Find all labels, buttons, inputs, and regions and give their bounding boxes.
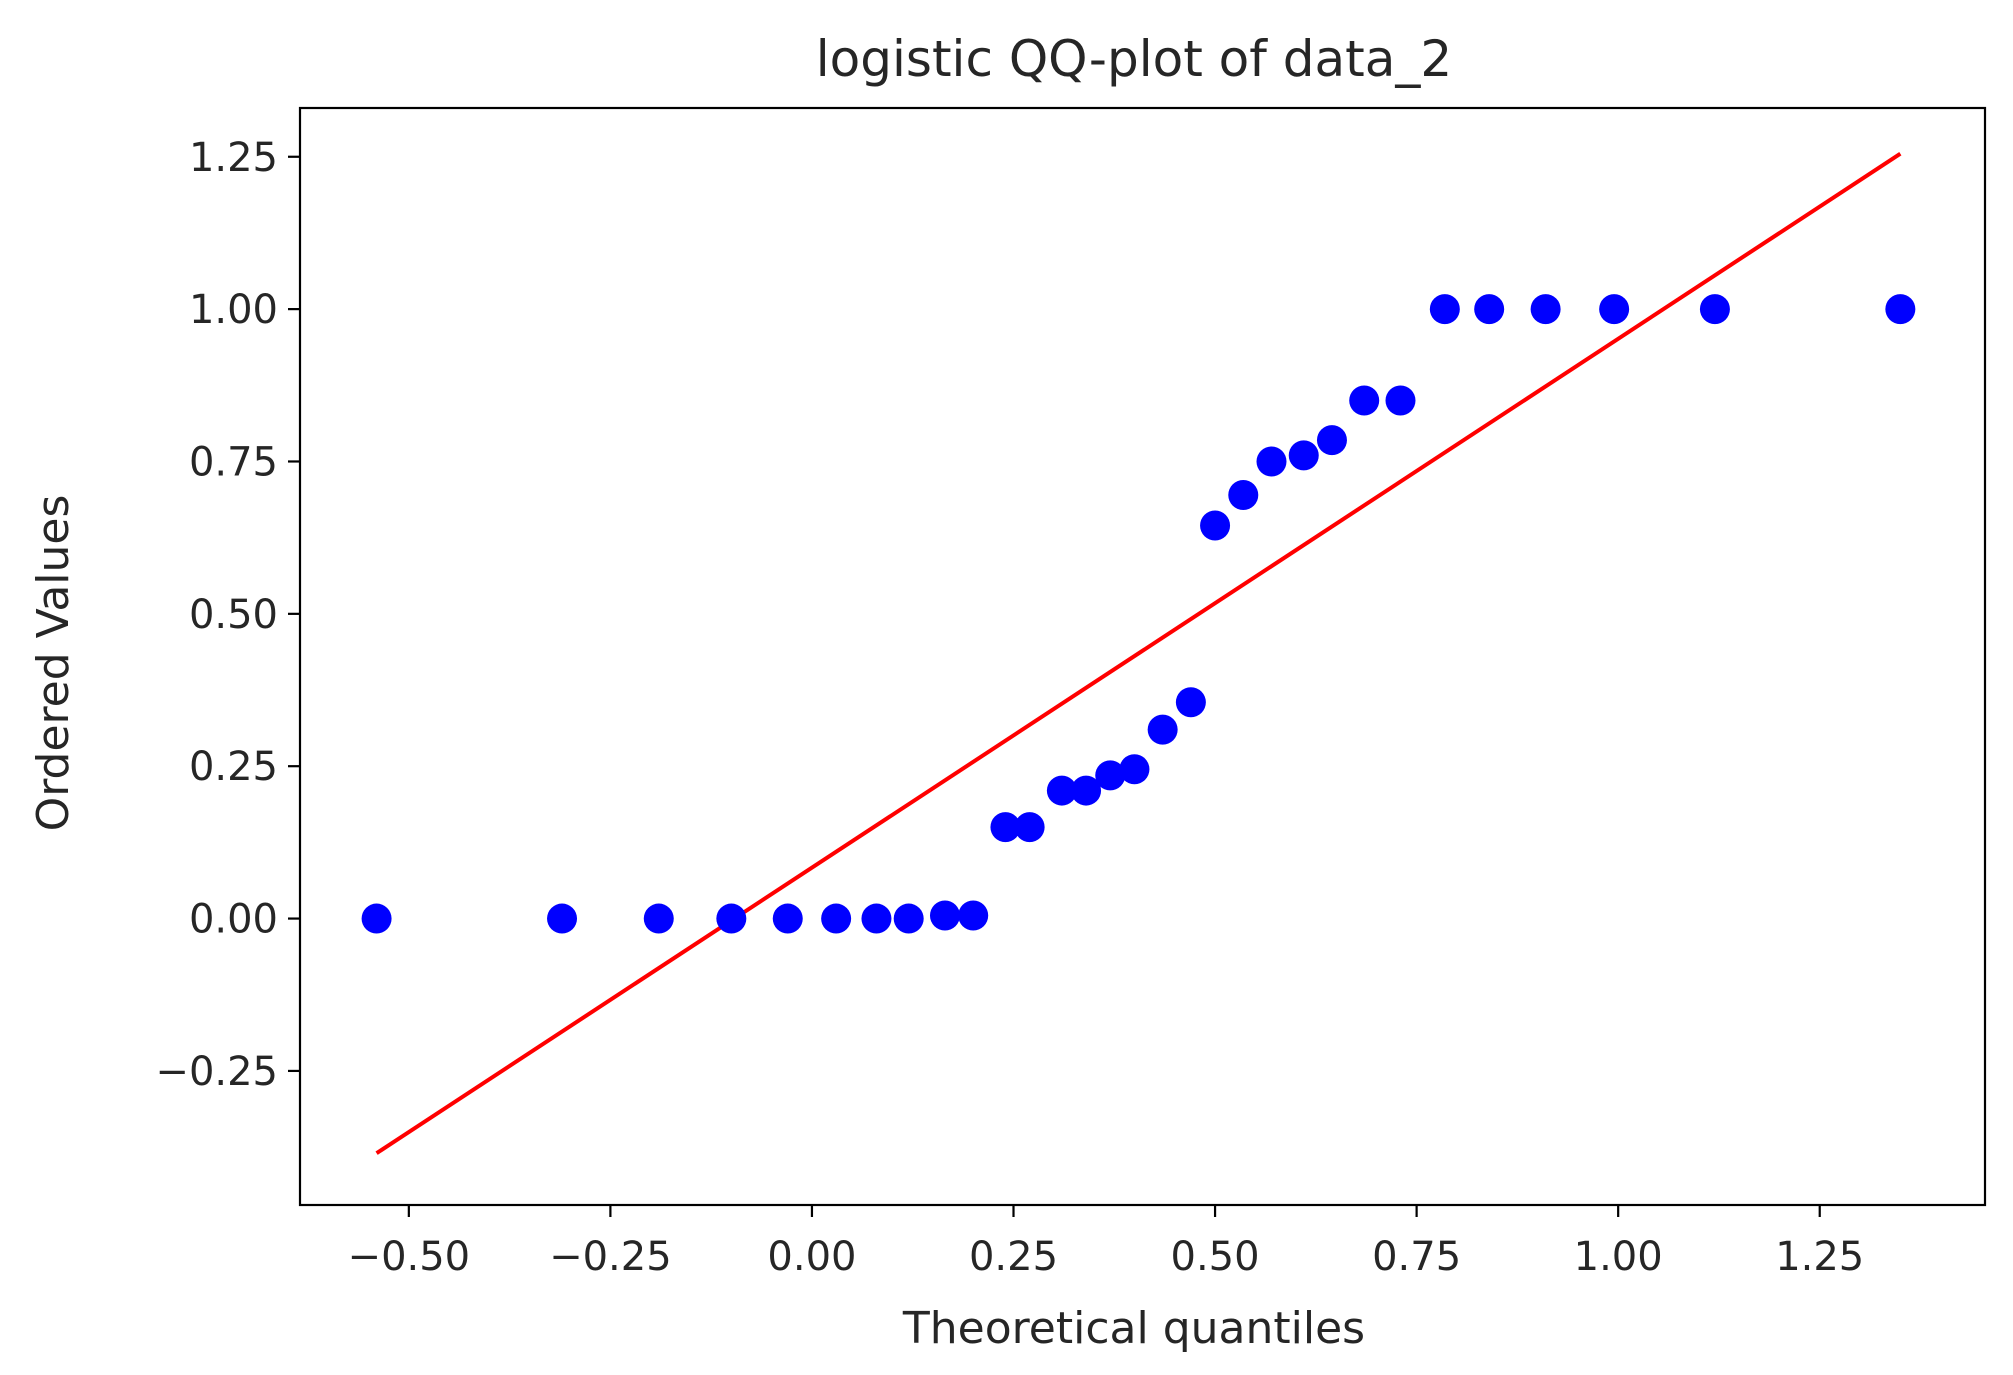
data-point — [1175, 687, 1206, 718]
y-tick-label: 0.75 — [189, 439, 278, 485]
data-point — [1530, 294, 1561, 325]
data-point — [547, 903, 578, 934]
data-point — [1599, 294, 1630, 325]
x-tick-label: 0.00 — [767, 1234, 856, 1280]
chart-title: logistic QQ-plot of data_2 — [816, 30, 1452, 88]
data-point — [861, 903, 892, 934]
data-point — [1699, 294, 1730, 325]
data-point — [1071, 775, 1102, 806]
y-axis-label: Ordered Values — [28, 495, 79, 832]
x-tick-label: −0.50 — [348, 1234, 471, 1280]
data-point — [821, 903, 852, 934]
x-tick-label: 0.25 — [969, 1234, 1058, 1280]
data-point — [1200, 510, 1231, 541]
data-point — [1147, 714, 1178, 745]
data-point — [990, 812, 1021, 843]
data-point — [1046, 775, 1077, 806]
y-tick-label: 1.00 — [189, 287, 278, 333]
data-point — [772, 903, 803, 934]
data-point — [1095, 760, 1126, 791]
data-point — [929, 900, 960, 931]
y-axis-ticks: −0.25 0.00 0.25 0.50 0.75 1.00 1.25 — [155, 135, 300, 1095]
data-point — [1119, 754, 1150, 785]
data-point — [643, 903, 674, 934]
data-point — [361, 903, 392, 934]
data-point — [1885, 294, 1916, 325]
x-axis-ticks: −0.50 −0.25 0.00 0.25 0.50 0.75 1.00 1.25 — [348, 1205, 1864, 1280]
data-point — [1256, 446, 1287, 477]
data-point — [1014, 812, 1045, 843]
data-point — [716, 903, 747, 934]
x-tick-label: 0.50 — [1171, 1234, 1260, 1280]
x-tick-label: 1.25 — [1775, 1234, 1864, 1280]
data-point — [893, 903, 924, 934]
data-point — [1228, 479, 1259, 510]
data-points — [361, 294, 1916, 934]
y-tick-label: −0.25 — [155, 1049, 278, 1095]
data-point — [1288, 440, 1319, 471]
x-axis-label: Theoretical quantiles — [902, 1303, 1365, 1354]
data-point — [958, 900, 989, 931]
data-point — [1385, 385, 1416, 416]
y-tick-label: 1.25 — [189, 135, 278, 181]
y-tick-label: 0.50 — [189, 592, 278, 638]
x-tick-label: 1.00 — [1574, 1234, 1663, 1280]
data-point — [1349, 385, 1380, 416]
y-tick-label: 0.25 — [189, 744, 278, 790]
data-point — [1429, 294, 1460, 325]
data-point — [1474, 294, 1505, 325]
plot-area — [361, 152, 1916, 1155]
plot-frame — [298, 106, 1987, 1207]
reference-fit-line — [375, 152, 1902, 1155]
y-tick-label: 0.00 — [189, 897, 278, 943]
x-tick-label: 0.75 — [1372, 1234, 1461, 1280]
data-point — [1316, 425, 1347, 456]
x-tick-label: −0.25 — [549, 1234, 672, 1280]
